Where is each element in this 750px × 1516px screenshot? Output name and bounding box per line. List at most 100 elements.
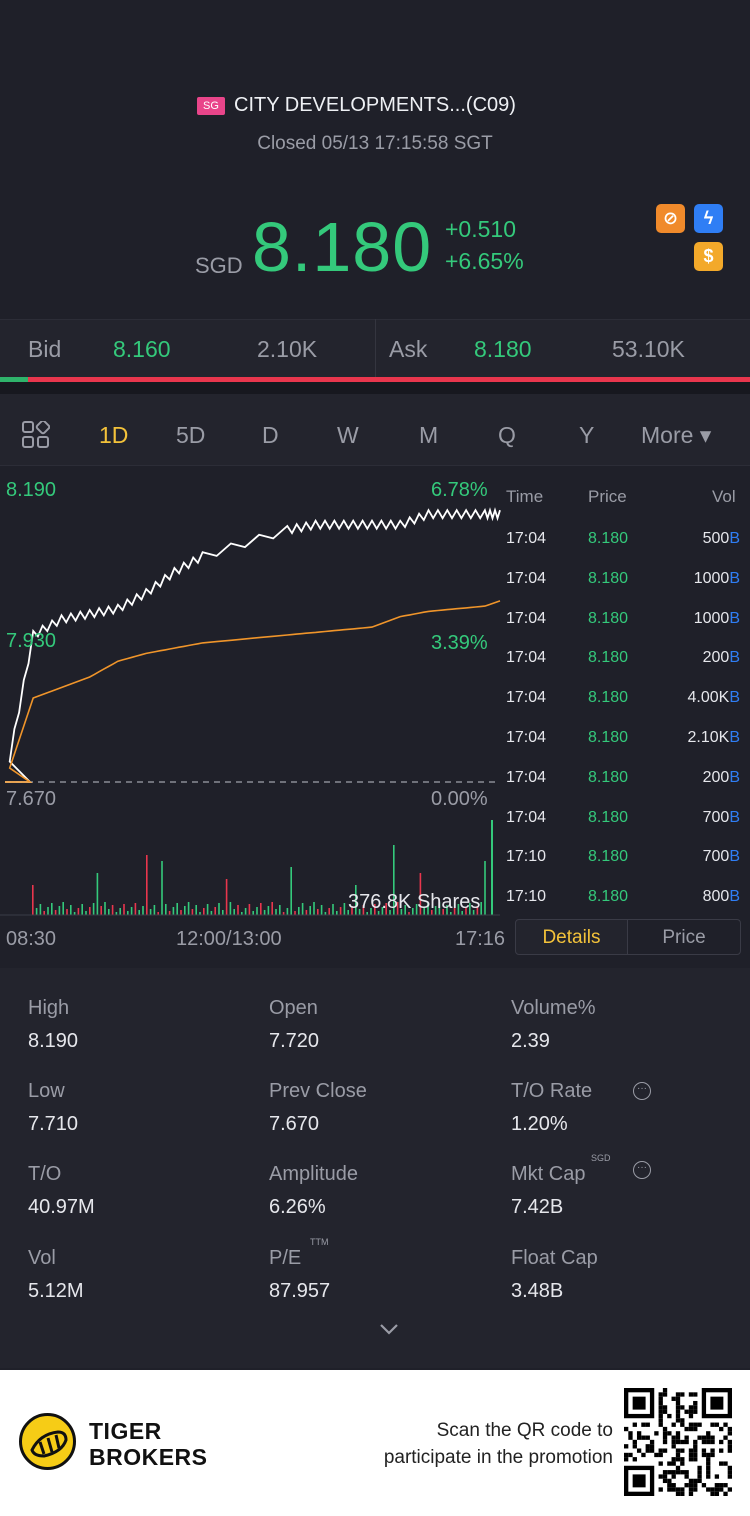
qr-module: [658, 1422, 663, 1427]
qr-module: [671, 1474, 676, 1479]
qr-module: [667, 1461, 672, 1466]
volume-bar: [73, 912, 76, 915]
qr-module: [723, 1435, 728, 1440]
qr-module: [680, 1461, 685, 1466]
volume-bar: [100, 906, 102, 915]
dollar-icon[interactable]: $: [694, 242, 723, 271]
qr-module: [658, 1396, 663, 1401]
trade-volume: 1000B: [694, 570, 740, 588]
trade-price: 8.180: [588, 808, 629, 826]
volume-bar: [51, 903, 53, 915]
grid-icon[interactable]: [22, 421, 50, 449]
qr-module: [667, 1478, 672, 1484]
stats-panel: [0, 968, 750, 1368]
volume-bar: [92, 903, 95, 915]
trade-side-badge: B: [729, 609, 740, 627]
mcap-info-icon[interactable]: ···: [633, 1161, 651, 1179]
stat-high-label: High: [28, 997, 70, 1019]
qr-module: [671, 1422, 676, 1427]
trade-price: 8.180: [588, 768, 629, 786]
bid-price: 8.160: [113, 336, 171, 362]
volume-bar: [89, 907, 91, 915]
qr-module: [706, 1474, 711, 1479]
trade-price: 8.180: [588, 888, 629, 906]
trade-time: 17:04: [506, 729, 547, 746]
chevron-down-icon[interactable]: [379, 1322, 399, 1336]
market-status: Closed 05/13 17:15:58 SGT: [257, 133, 493, 154]
qr-module: [727, 1448, 732, 1453]
volume-bar: [279, 905, 281, 915]
stat-low-label: Low: [28, 1080, 65, 1102]
volume-bar: [434, 906, 437, 915]
qr-module: [628, 1431, 633, 1436]
qr-module: [675, 1491, 681, 1496]
volume-bar: [472, 910, 475, 915]
qr-module: [680, 1457, 685, 1462]
volume-bar: [237, 905, 239, 915]
volume-bar: [222, 910, 224, 915]
tab-more[interactable]: More ▾: [641, 422, 712, 448]
qr-module: [662, 1474, 668, 1479]
stat-amp-value: 6.26%: [269, 1196, 326, 1218]
price-change: +0.510: [445, 216, 516, 242]
trade-volume-value: 700: [702, 848, 730, 866]
volume-bar: [275, 909, 277, 915]
volume-bar: [43, 911, 45, 915]
tab-y[interactable]: Y: [579, 422, 595, 448]
qr-module: [658, 1448, 663, 1453]
qr-module: [710, 1439, 715, 1445]
tor-info-icon[interactable]: ···: [633, 1082, 651, 1100]
qr-module: [714, 1422, 720, 1427]
stat-vol-value: 5.12M: [28, 1280, 84, 1302]
trade-side-badge: B: [729, 888, 740, 906]
qr-module: [662, 1388, 668, 1393]
volume-bar: [450, 912, 452, 915]
volume-bar: [191, 909, 194, 915]
trade-price: 8.180: [588, 569, 629, 587]
price-button[interactable]: Price: [627, 919, 741, 955]
lightning-icon[interactable]: ϟ: [694, 204, 723, 233]
qr-module: [714, 1491, 720, 1496]
volume-bar: [123, 904, 125, 915]
qr-module: [701, 1483, 707, 1488]
qr-module: [688, 1491, 694, 1496]
trade-price: 8.180: [588, 530, 629, 547]
volume-bar: [400, 909, 403, 915]
tab-d[interactable]: D: [262, 422, 279, 448]
stat-pe-label: P/E: [269, 1247, 302, 1269]
volume-bar: [366, 912, 368, 915]
intraday-chart[interactable]: [0, 467, 505, 922]
volume-bar: [332, 904, 334, 915]
trade-price: 8.180: [588, 729, 629, 746]
qr-module: [697, 1478, 702, 1484]
qr-module: [645, 1435, 650, 1440]
tiger-logo-icon: [19, 1413, 76, 1470]
pct-axis-mid: 3.39%: [431, 632, 488, 654]
volume-bar: [339, 907, 342, 915]
qr-module: [671, 1470, 676, 1475]
volume-bar: [138, 910, 140, 915]
qr-finder: [710, 1396, 724, 1410]
qr-module: [675, 1405, 681, 1410]
no-short-icon[interactable]: ⊘: [656, 204, 685, 233]
qr-module: [684, 1435, 689, 1440]
tab-5d[interactable]: 5D: [176, 422, 206, 448]
tab-1d[interactable]: 1D: [99, 422, 129, 448]
tab-m[interactable]: M: [419, 422, 439, 448]
stock-name[interactable]: CITY DEVELOPMENTS...(C09): [234, 94, 516, 116]
qr-code[interactable]: [624, 1388, 732, 1496]
qr-module: [723, 1422, 728, 1427]
trade-side-badge: B: [729, 848, 740, 866]
volume-bar: [267, 906, 270, 915]
volume-bar: [244, 908, 247, 915]
volume-bar: [81, 904, 83, 915]
details-button[interactable]: Details: [515, 919, 628, 955]
tab-w[interactable]: W: [337, 422, 359, 448]
qr-module: [667, 1431, 672, 1436]
qr-module: [727, 1444, 732, 1449]
trade-side-badge: B: [729, 729, 740, 746]
volume-bar: [419, 873, 422, 915]
trade-volume: 1000B: [694, 610, 740, 628]
stat-prev-label: Prev Close: [269, 1080, 367, 1102]
tab-q[interactable]: Q: [498, 422, 516, 448]
